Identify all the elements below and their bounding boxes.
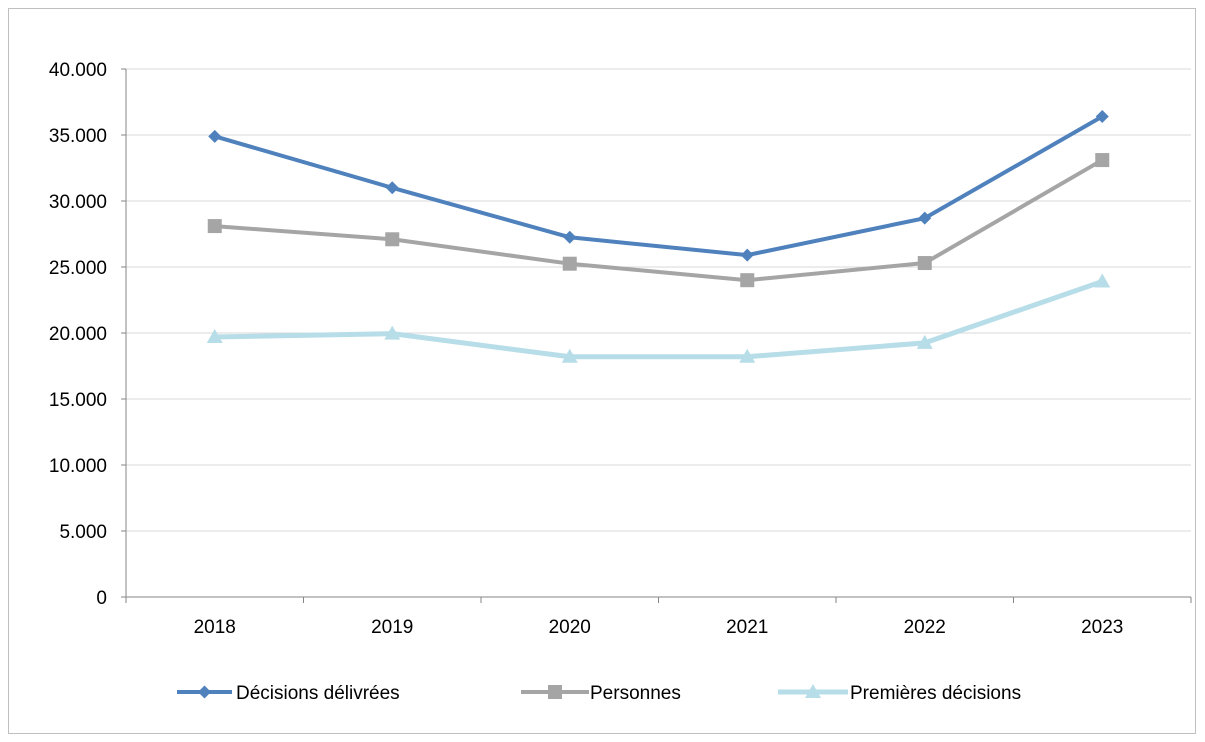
data-point [739,348,756,363]
data-point [206,328,223,343]
data-point [208,129,222,143]
x-tick-label: 2023 [1081,617,1123,638]
chart-frame [8,8,1196,734]
series-line [214,158,1104,283]
series-1 [207,153,1110,288]
series-0 [208,110,1109,262]
data-point [1094,273,1111,288]
x-tick-label: 2020 [549,617,591,638]
y-tick-label: 30.000 [49,192,107,213]
axes [121,68,1192,603]
data-point [384,325,401,340]
data-point [562,256,577,271]
y-tick-label: 15.000 [49,390,107,411]
data-point [561,348,578,363]
x-tick-label: 2021 [726,617,768,638]
legend-label: Premières décisions [850,683,1021,704]
y-axis-ticks: 0 5.000 10.000 15.000 20.000 25.000 30.000 35.0… [49,60,107,609]
y-tick-label: 40.000 [49,60,107,81]
series-line [214,114,1104,258]
data-point [916,334,933,349]
x-tick-label: 2018 [194,617,236,638]
y-tick-label: 5.000 [59,522,107,543]
y-tick-label: 10.000 [49,456,107,477]
gridlines [126,68,1191,532]
data-point [1095,110,1109,124]
data-point [385,232,400,247]
y-tick-label: 0 [96,588,107,609]
data-point [1095,153,1110,168]
x-tick-label: 2019 [371,617,413,638]
series-2 [206,273,1111,363]
legend: Décisions délivrées Personnes Premières dé… [177,683,1021,704]
data-point [740,248,754,262]
legend-item: Premières décisions [778,683,1021,704]
data-point [385,181,399,195]
data-point [207,219,222,234]
y-tick-label: 25.000 [49,258,107,279]
legend-marker [805,684,821,698]
y-tick-label: 35.000 [49,126,107,147]
data-point [740,273,755,288]
legend-marker [548,685,562,699]
data-point [918,211,932,225]
x-axis-ticks: 2018 2019 2020 2021 2022 2023 [194,617,1124,638]
x-tick-label: 2022 [904,617,946,638]
legend-label: Personnes [590,683,681,704]
data-point [917,256,932,271]
legend-marker [198,685,211,699]
legend-label: Décisions délivrées [236,683,400,704]
data-point [563,230,577,244]
series-line [214,279,1104,360]
series-layer [206,110,1111,363]
legend-item: Décisions délivrées [177,683,400,704]
legend-item: Personnes [521,683,681,704]
y-tick-label: 20.000 [49,324,107,345]
